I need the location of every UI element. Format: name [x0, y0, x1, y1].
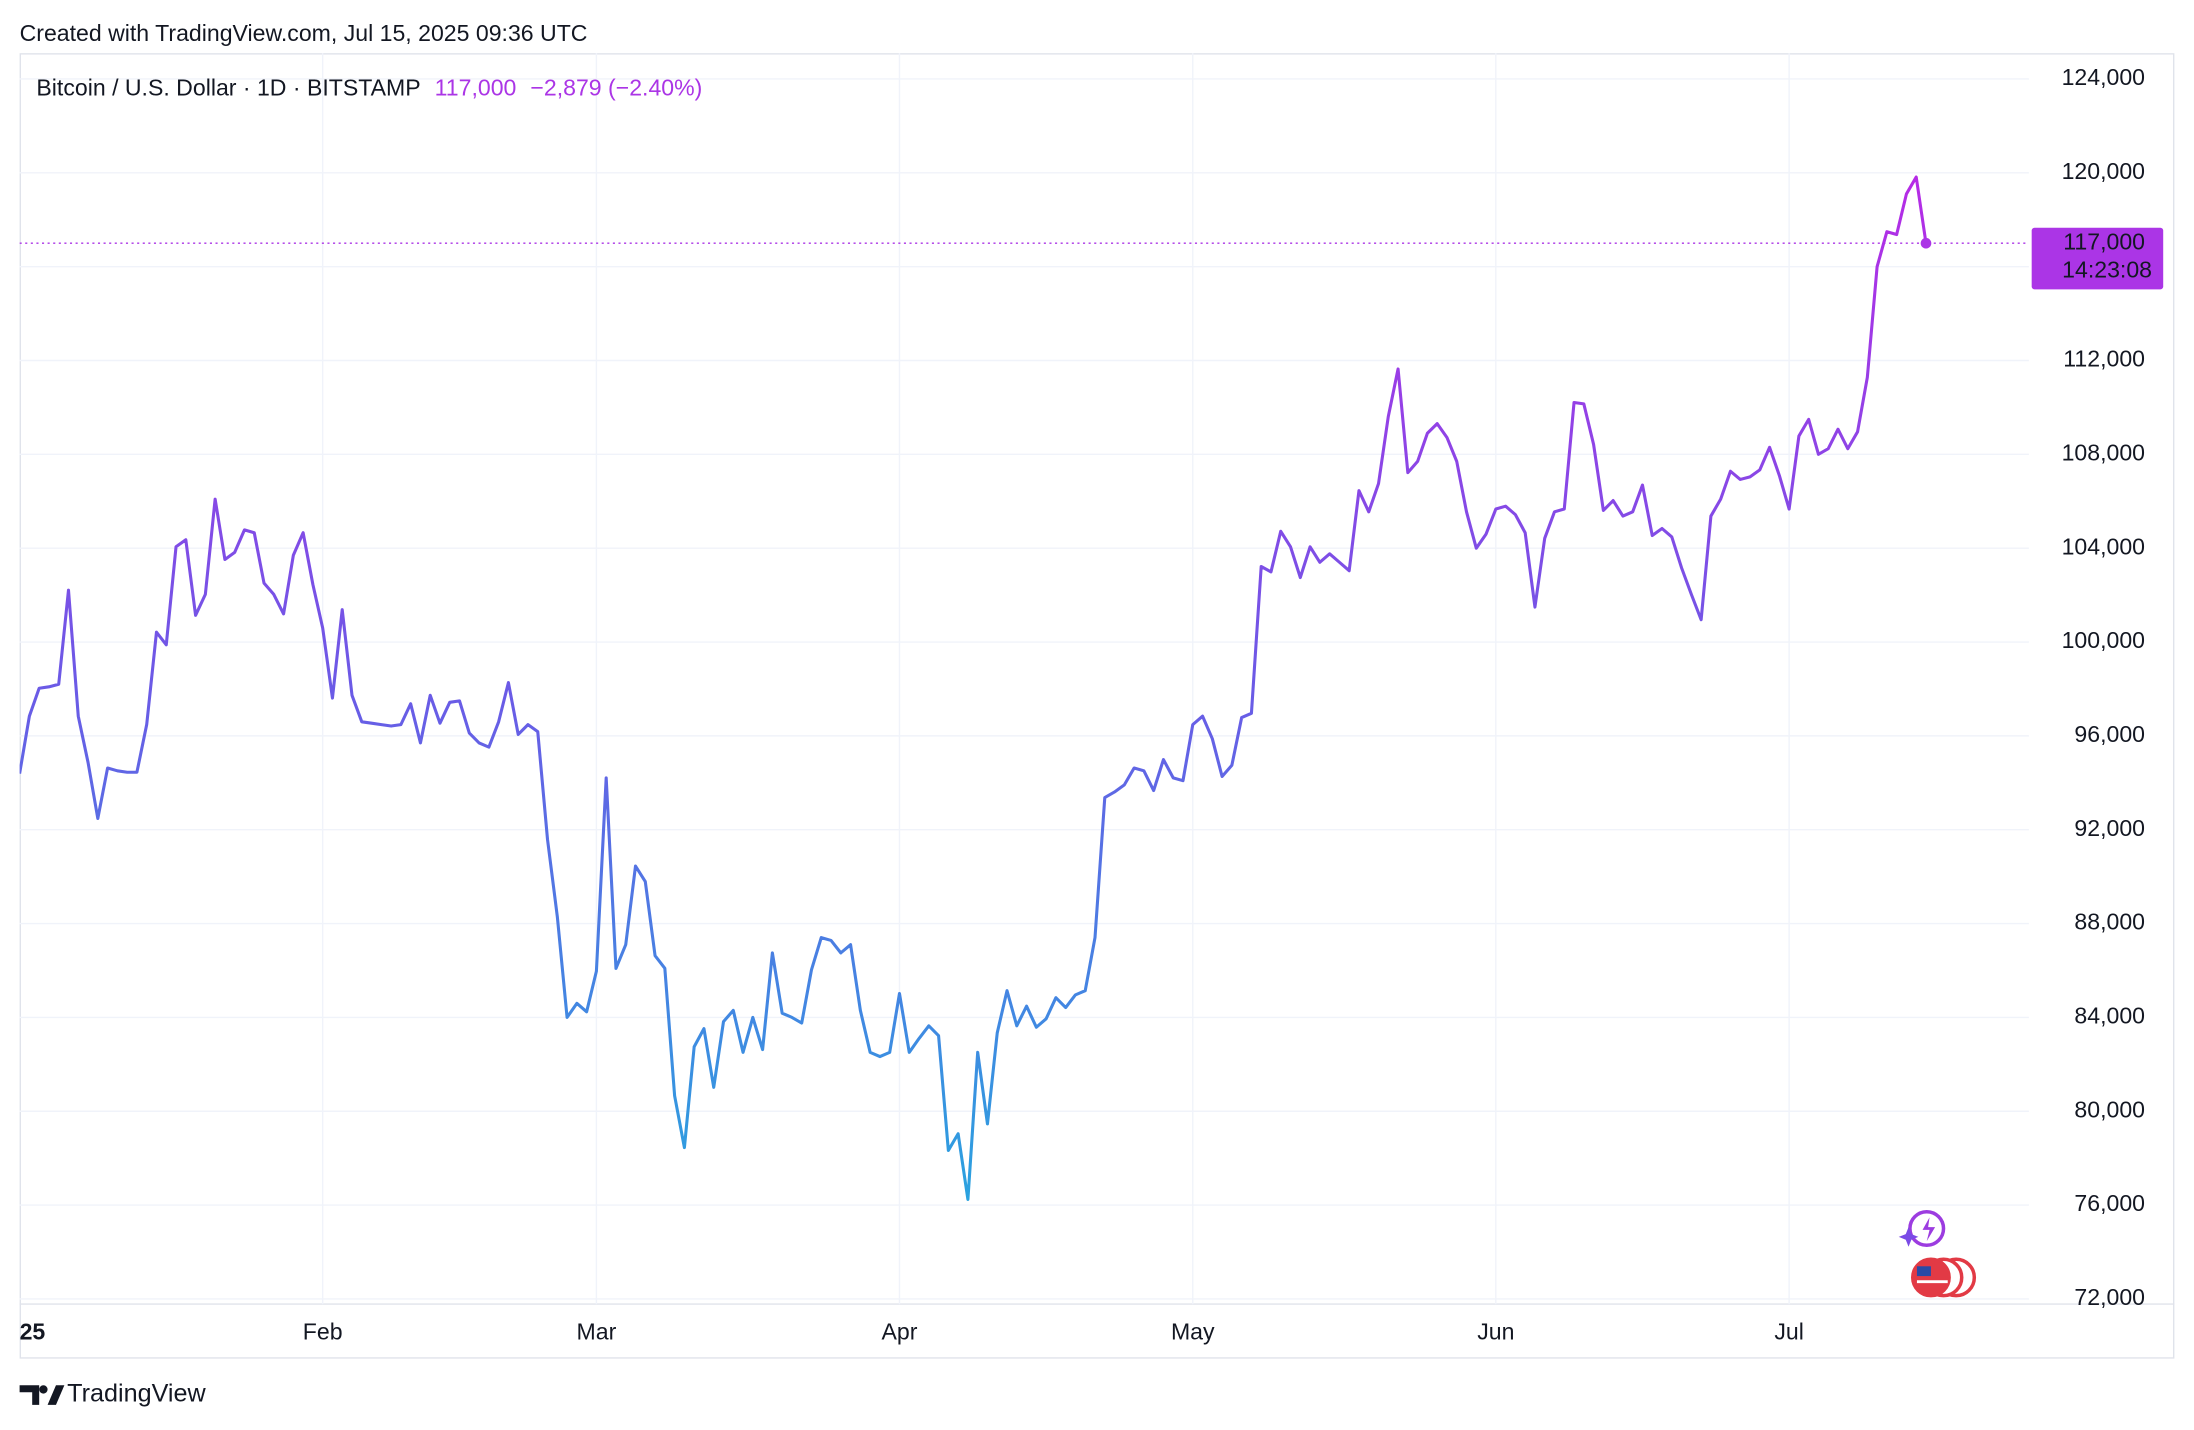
y-tick-label: 104,000 [2062, 533, 2145, 559]
last-point [1920, 237, 1932, 249]
x-tick-label: Mar [577, 1319, 617, 1345]
icon-flag-canton [1916, 1266, 1931, 1277]
plot [19, 175, 2029, 1201]
price-line [19, 175, 1928, 1201]
y-tick-label: 80,000 [2074, 1096, 2145, 1122]
x-tick-label: May [1171, 1319, 1215, 1345]
footer-logo [19, 1385, 65, 1405]
y-tick-label: 108,000 [2062, 439, 2145, 465]
axes: 72,000 76,000 80,000 84,000 88,000 92,000 96,0… [20, 64, 2164, 1345]
x-tick-label: Apr [882, 1319, 918, 1345]
grid [19, 53, 2029, 1305]
icons [1898, 1209, 1977, 1298]
x-tick-label: 25 [20, 1319, 46, 1345]
icon-flag [1910, 1257, 1951, 1298]
header: Created with TradingView.com, Jul 15, 20… [20, 20, 588, 46]
x-tick-label: Jun [1477, 1319, 1514, 1345]
logo-shape [19, 1385, 40, 1405]
x-tick-label: Feb [303, 1319, 343, 1345]
icon-sparkle [1898, 1227, 1919, 1247]
footer: TradingView [67, 1380, 206, 1408]
y-tick-label: 76,000 [2074, 1190, 2145, 1216]
y-tick-label: 96,000 [2074, 721, 2145, 747]
y-tick-label: 92,000 [2074, 815, 2145, 841]
logo-dot [39, 1385, 48, 1394]
price-tag-countdown: 14:23:08 [2062, 256, 2152, 282]
legend: Bitcoin / U.S. Dollar · 1D · BITSTAMP 117… [36, 75, 702, 101]
legend-price: 117,000 [435, 75, 517, 101]
icon-bolt [1922, 1217, 1936, 1242]
y-tick-label: 88,000 [2074, 909, 2145, 935]
y-tick-label: 84,000 [2074, 1002, 2145, 1028]
legend-change: −2,879 (−2.40%) [530, 75, 702, 101]
symbol-title: Bitcoin / U.S. Dollar · 1D · BITSTAMP [36, 75, 420, 101]
y-tick-label: 72,000 [2074, 1284, 2145, 1310]
y-tick-label: 100,000 [2062, 627, 2145, 653]
y-tick-label: 124,000 [2062, 64, 2145, 90]
frame [19, 53, 2175, 1359]
logo-shape [47, 1385, 65, 1405]
y-tick-label: 120,000 [2062, 158, 2145, 184]
x-tick-label: Jul [1774, 1319, 1804, 1345]
y-tick-label: 112,000 [2063, 346, 2145, 372]
price-tag-value: 117,000 [2063, 228, 2145, 254]
price-tag [2031, 227, 2164, 290]
